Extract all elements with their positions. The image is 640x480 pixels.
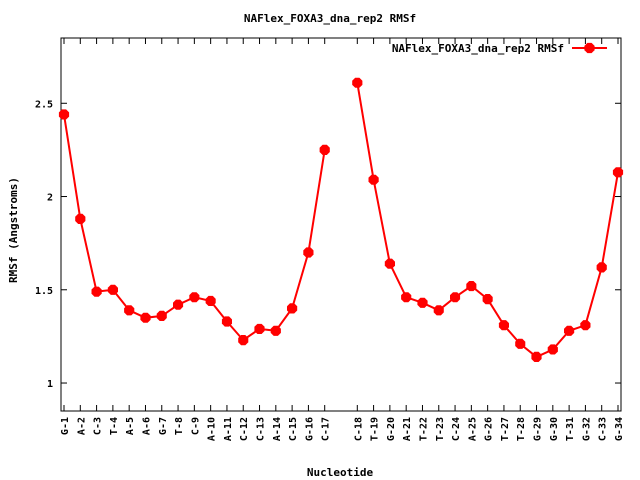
data-point: [612, 167, 624, 178]
legend-entry-label: NAFlex_FOXA3_dna_rep2 RMSf: [392, 42, 564, 55]
data-point: [482, 294, 493, 305]
data-point: [384, 258, 395, 269]
data-point: [433, 305, 444, 316]
data-point: [564, 325, 575, 336]
data-point: [547, 344, 558, 355]
data-point: [140, 312, 151, 323]
data-point: [270, 325, 281, 336]
data-point: [107, 284, 118, 295]
x-tick-label: C-33: [598, 417, 609, 441]
x-tick-label: A-10: [207, 417, 218, 441]
data-point: [319, 144, 330, 155]
plot-area-border: [60, 37, 622, 412]
x-tick-label: A-11: [223, 417, 234, 441]
x-tick-label: G-7: [158, 417, 169, 435]
x-tick-label: A-14: [272, 417, 283, 441]
data-point: [401, 292, 412, 303]
data-point: [450, 292, 461, 303]
x-tick-label: C-24: [451, 417, 462, 441]
x-tick-label: G-30: [549, 417, 560, 441]
x-tick-label: G-29: [533, 417, 544, 441]
x-tick-label: T-28: [516, 417, 527, 441]
x-tick-label: G-26: [484, 417, 495, 441]
data-point: [303, 247, 314, 258]
x-tick-label: T-19: [370, 417, 381, 441]
x-tick-label: T-31: [565, 417, 576, 441]
data-point: [189, 292, 200, 303]
x-tick-label: C-12: [239, 417, 250, 441]
data-point: [498, 320, 509, 331]
x-tick-label: C-13: [256, 417, 267, 441]
x-tick-label: G-1: [60, 417, 71, 435]
data-point: [531, 351, 542, 362]
x-tick-label: C-9: [190, 417, 201, 435]
data-point: [596, 262, 607, 273]
data-point: [156, 310, 167, 321]
data-point: [58, 109, 70, 120]
x-tick-label: A-6: [141, 417, 152, 435]
data-point: [417, 297, 428, 308]
data-point: [173, 299, 184, 310]
data-point: [466, 281, 477, 292]
x-tick-label: T-4: [109, 417, 120, 435]
data-point: [124, 305, 135, 316]
x-tick-label: A-5: [125, 417, 136, 435]
data-point: [221, 316, 232, 327]
x-tick-label: C-18: [353, 417, 364, 441]
x-tick-label: A-2: [76, 417, 87, 435]
y-tick-label: 2.5: [35, 99, 53, 110]
y-tick-label: 1: [47, 379, 53, 390]
x-tick-label: T-27: [500, 417, 511, 441]
y-axis-label: RMSf (Angstroms): [7, 177, 20, 283]
x-tick-label: C-3: [93, 417, 104, 435]
data-point: [75, 213, 86, 224]
x-tick-label: G-16: [304, 417, 315, 441]
data-point: [515, 338, 526, 349]
x-axis-label: Nucleotide: [307, 466, 374, 479]
data-point: [238, 335, 249, 346]
axis-ticks: 1 1.5 2 2.5 G-1 A-2 C-3 T-4 A-5 A-6 G-7 T-8 C-9 A-10 A…: [35, 38, 625, 441]
x-tick-label: A-21: [402, 417, 413, 441]
y-tick-label: 2: [47, 193, 53, 204]
data-point: [254, 323, 265, 334]
series-group: [58, 77, 624, 362]
series-line-segment-2: [356, 82, 619, 359]
legend-marker-sample: [584, 42, 595, 54]
chart-title: NAFlex_FOXA3_dna_rep2 RMSf: [244, 12, 416, 25]
x-tick-label: C-17: [321, 417, 332, 441]
data-point: [368, 174, 379, 185]
x-tick-label: A-25: [467, 417, 478, 441]
data-point: [205, 295, 216, 306]
y-tick-label: 1.5: [35, 286, 53, 297]
series-line-segment-1: [63, 114, 326, 342]
data-point: [580, 320, 591, 331]
data-point: [352, 77, 363, 88]
x-tick-label: G-20: [386, 417, 397, 441]
legend: NAFlex_FOXA3_dna_rep2 RMSf: [392, 42, 607, 55]
x-tick-label: C-15: [288, 417, 299, 441]
x-tick-label: T-23: [435, 417, 446, 441]
x-tick-label: T-8: [174, 417, 185, 435]
data-point: [287, 303, 298, 314]
data-point: [91, 286, 102, 297]
x-tick-label: G-32: [581, 417, 592, 441]
x-tick-label: T-22: [418, 417, 429, 441]
x-tick-label: G-34: [614, 417, 625, 441]
